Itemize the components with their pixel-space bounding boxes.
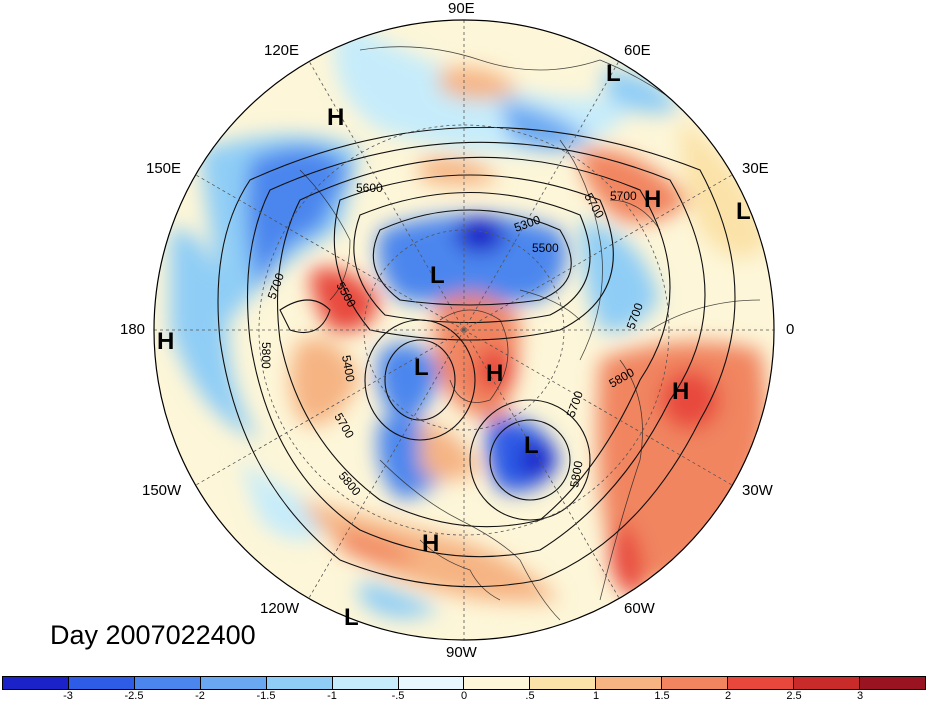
colorbar-tick-label: -3	[63, 690, 73, 702]
low-center-marker: L	[430, 262, 445, 289]
colorbar-tick-label: -1	[327, 690, 337, 702]
colorbar-tick-label: 0	[460, 690, 468, 702]
day-label: Day 2007022400	[50, 620, 256, 650]
colorbar-swatch	[200, 677, 267, 689]
lon-label-150e: 150E	[146, 160, 182, 177]
colorbar-tick-label: -2	[195, 690, 205, 702]
colorbar-swatch	[134, 677, 201, 689]
colorbar-swatch	[398, 677, 465, 689]
lon-label-30e: 30E	[742, 160, 769, 177]
colorbar-swatch	[3, 677, 69, 689]
low-center-marker: L	[524, 432, 539, 459]
colorbar-tick-label: -.5	[391, 690, 405, 702]
colorbar-tick-label: 3	[856, 690, 864, 702]
colorbar-tick-label: 2.5	[786, 690, 802, 702]
contour-label: 5700	[610, 189, 637, 203]
lon-label-60w: 60W	[624, 600, 655, 617]
colorbar-swatch	[464, 677, 531, 689]
colorbar-swatch	[662, 677, 729, 689]
contour-label: 5600	[356, 181, 383, 195]
colorbar-swatch	[266, 677, 333, 689]
lon-label-90e: 90E	[448, 0, 475, 17]
lon-label-120w: 120W	[260, 600, 300, 617]
lon-label-120e: 120E	[264, 42, 300, 59]
low-center-marker: L	[606, 60, 621, 87]
contour-label: 5400	[339, 354, 357, 383]
high-center-marker: H	[486, 360, 504, 387]
colorbar-swatch	[728, 677, 795, 689]
low-center-marker: L	[414, 354, 429, 381]
lon-label-180: 180	[120, 321, 146, 338]
lon-label-0: 0	[786, 321, 795, 338]
contour-label: 5500	[532, 241, 559, 255]
contour-labels: 5300 5500 5600 5700 5700 5800 5400 5700 …	[259, 181, 646, 499]
lon-label-90w: 90W	[446, 644, 477, 661]
high-center-marker: H	[644, 186, 662, 213]
map-boundary	[153, 19, 775, 641]
high-center-marker: H	[327, 104, 345, 131]
polar-map: 5300 5500 5600 5700 5700 5800 5400 5700 …	[153, 19, 775, 641]
colorbar-swatch	[332, 677, 399, 689]
colorbar-tick-label: 1.5	[654, 690, 670, 702]
colorbar-swatch	[68, 677, 135, 689]
lon-label-30w: 30W	[742, 482, 773, 499]
colorbar-swatch	[596, 677, 663, 689]
contour-label: 5800	[259, 342, 273, 369]
colorbar-tick-label: -1.5	[256, 690, 276, 702]
colorbar-tick-label: 1	[592, 690, 600, 702]
colorbar-swatch	[859, 677, 925, 689]
high-center-marker: H	[672, 378, 690, 405]
contour-label: 5800	[567, 459, 585, 488]
colorbar-swatch	[530, 677, 597, 689]
high-center-marker: H	[157, 328, 175, 355]
lon-label-60e: 60E	[624, 42, 651, 59]
colorbar-tick-label: 2	[724, 690, 732, 702]
colorbar	[2, 676, 926, 690]
colorbar-swatch	[794, 677, 860, 689]
low-center-marker: L	[344, 604, 359, 631]
colorbar-tick-label: -2.5	[124, 690, 144, 702]
low-center-marker: L	[736, 198, 751, 225]
anomaly-field	[154, 20, 774, 640]
high-center-marker: H	[422, 530, 440, 557]
colorbar-tick-label: .5	[525, 690, 535, 702]
lon-label-150w: 150W	[142, 482, 182, 499]
